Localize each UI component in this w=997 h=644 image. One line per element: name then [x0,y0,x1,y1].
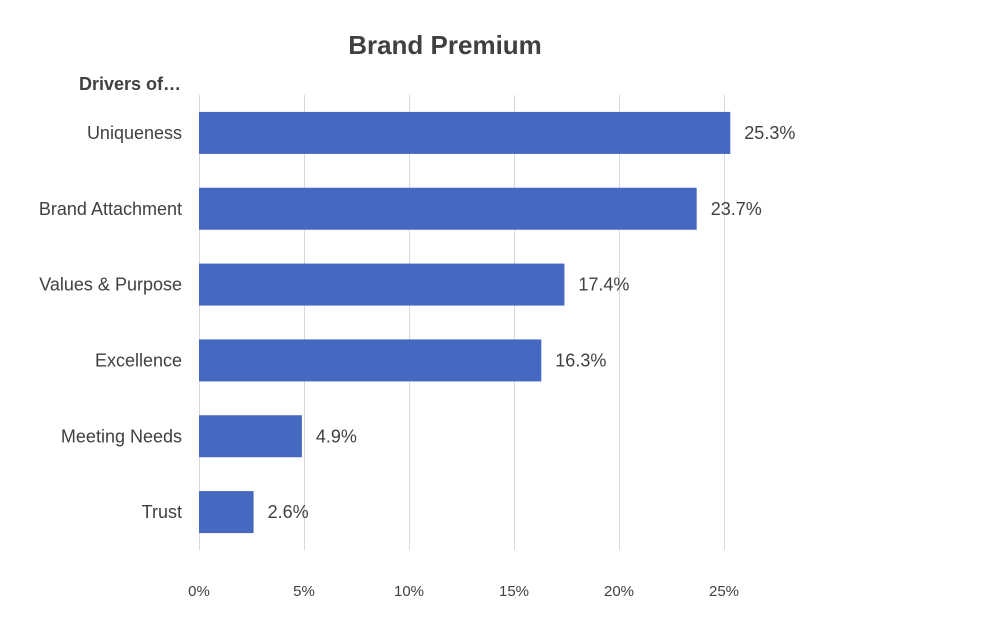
data-label: 2.6% [268,502,309,522]
category-label: Values & Purpose [39,275,182,295]
data-label: 16.3% [555,350,606,370]
category-axis-heading: Drivers of… [79,74,182,94]
x-tick-label: 5% [293,583,315,600]
bar [199,491,254,534]
chart-title: Brand Premium [348,30,542,60]
category-label: Trust [142,502,182,522]
category-label: Uniqueness [87,123,182,143]
bar [199,187,697,230]
x-tick-label: 20% [604,583,634,600]
x-tick-label: 0% [188,583,210,600]
category-label: Excellence [95,350,182,370]
bar [199,339,542,382]
bar [199,415,302,458]
bar [199,263,565,306]
gridlines [199,95,725,550]
bars [199,111,731,534]
data-label: 25.3% [744,123,795,143]
data-label: 4.9% [316,426,357,446]
x-tick-label: 25% [709,583,739,600]
category-label: Meeting Needs [61,426,182,446]
data-label: 23.7% [711,199,762,219]
x-tick-label: 15% [499,583,529,600]
x-tick-label: 10% [394,583,424,600]
data-label: 17.4% [578,275,629,295]
labels: 0% 5% 10% 15% 20% 25% Uniqueness 25.3% Brand Att… [39,123,795,600]
bar [199,111,731,154]
category-label: Brand Attachment [39,199,182,219]
